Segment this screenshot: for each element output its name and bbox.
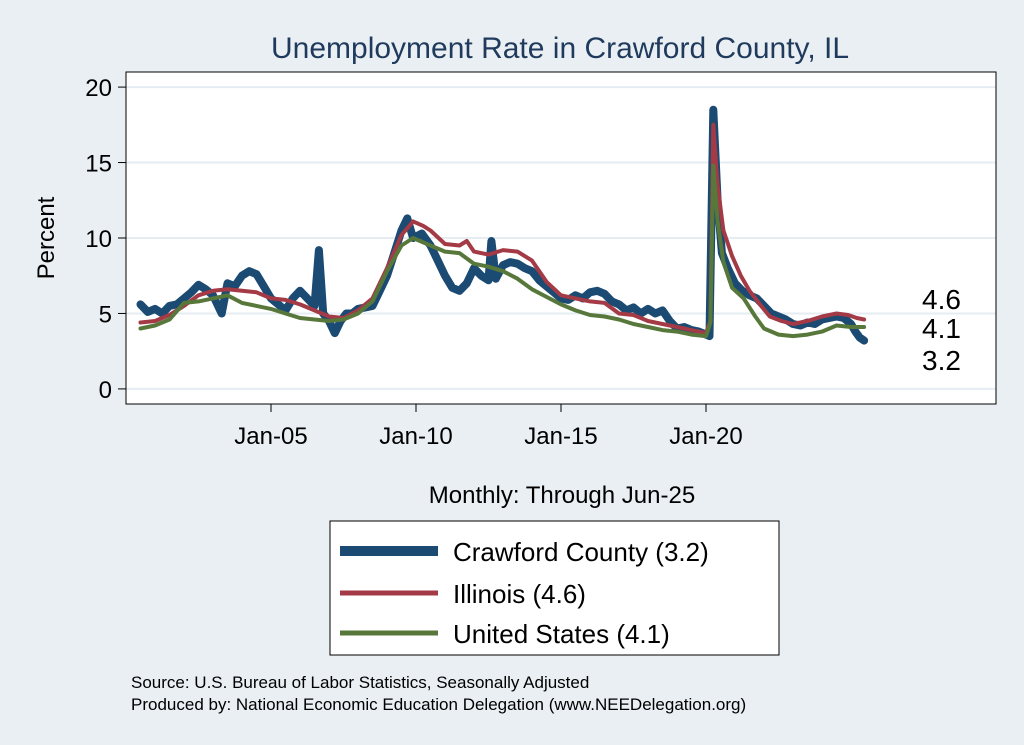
x-axis-label: Monthly: Through Jun-25 <box>429 482 695 509</box>
y-tick-label-15: 15 <box>85 151 112 178</box>
end-label-united-states: 4.1 <box>922 313 961 344</box>
end-label-illinois: 4.6 <box>922 284 961 315</box>
source-note: Source: U.S. Bureau of Labor Statistics,… <box>131 673 589 692</box>
y-tick-label-0: 0 <box>99 377 112 404</box>
y-tick-label-5: 5 <box>99 301 112 328</box>
series-line-united-states <box>138 163 867 339</box>
y-tick-label-20: 20 <box>85 75 112 102</box>
grid-lines <box>126 86 996 390</box>
y-tick-label-10: 10 <box>85 226 112 253</box>
x-axis: Jan-05 Jan-10 Jan-15 Jan-20 <box>234 404 743 450</box>
legend: Crawford County (3.2) Illinois (4.6) Uni… <box>329 520 780 656</box>
legend-label-crawford: Crawford County (3.2) <box>453 537 709 567</box>
x-tick-label-Jan-05: Jan-05 <box>234 423 307 450</box>
x-tick-label-Jan-15: Jan-15 <box>524 423 597 450</box>
y-axis-label: Percent <box>33 196 60 279</box>
y-axis: 0 5 10 15 20 <box>85 75 126 404</box>
series-line-illinois <box>138 122 867 336</box>
chart-title: Unemployment Rate in Crawford County, IL <box>271 32 849 65</box>
x-tick-label-Jan-10: Jan-10 <box>379 423 452 450</box>
end-label-crawford: 3.2 <box>922 345 961 376</box>
legend-label-united-states: United States (4.1) <box>453 619 670 649</box>
produced-by-note: Produced by: National Economic Education… <box>131 695 746 714</box>
series-layer <box>136 105 869 345</box>
legend-label-illinois: Illinois (4.6) <box>453 579 586 609</box>
x-tick-label-Jan-20: Jan-20 <box>669 423 742 450</box>
series-line-crawford <box>136 105 869 345</box>
